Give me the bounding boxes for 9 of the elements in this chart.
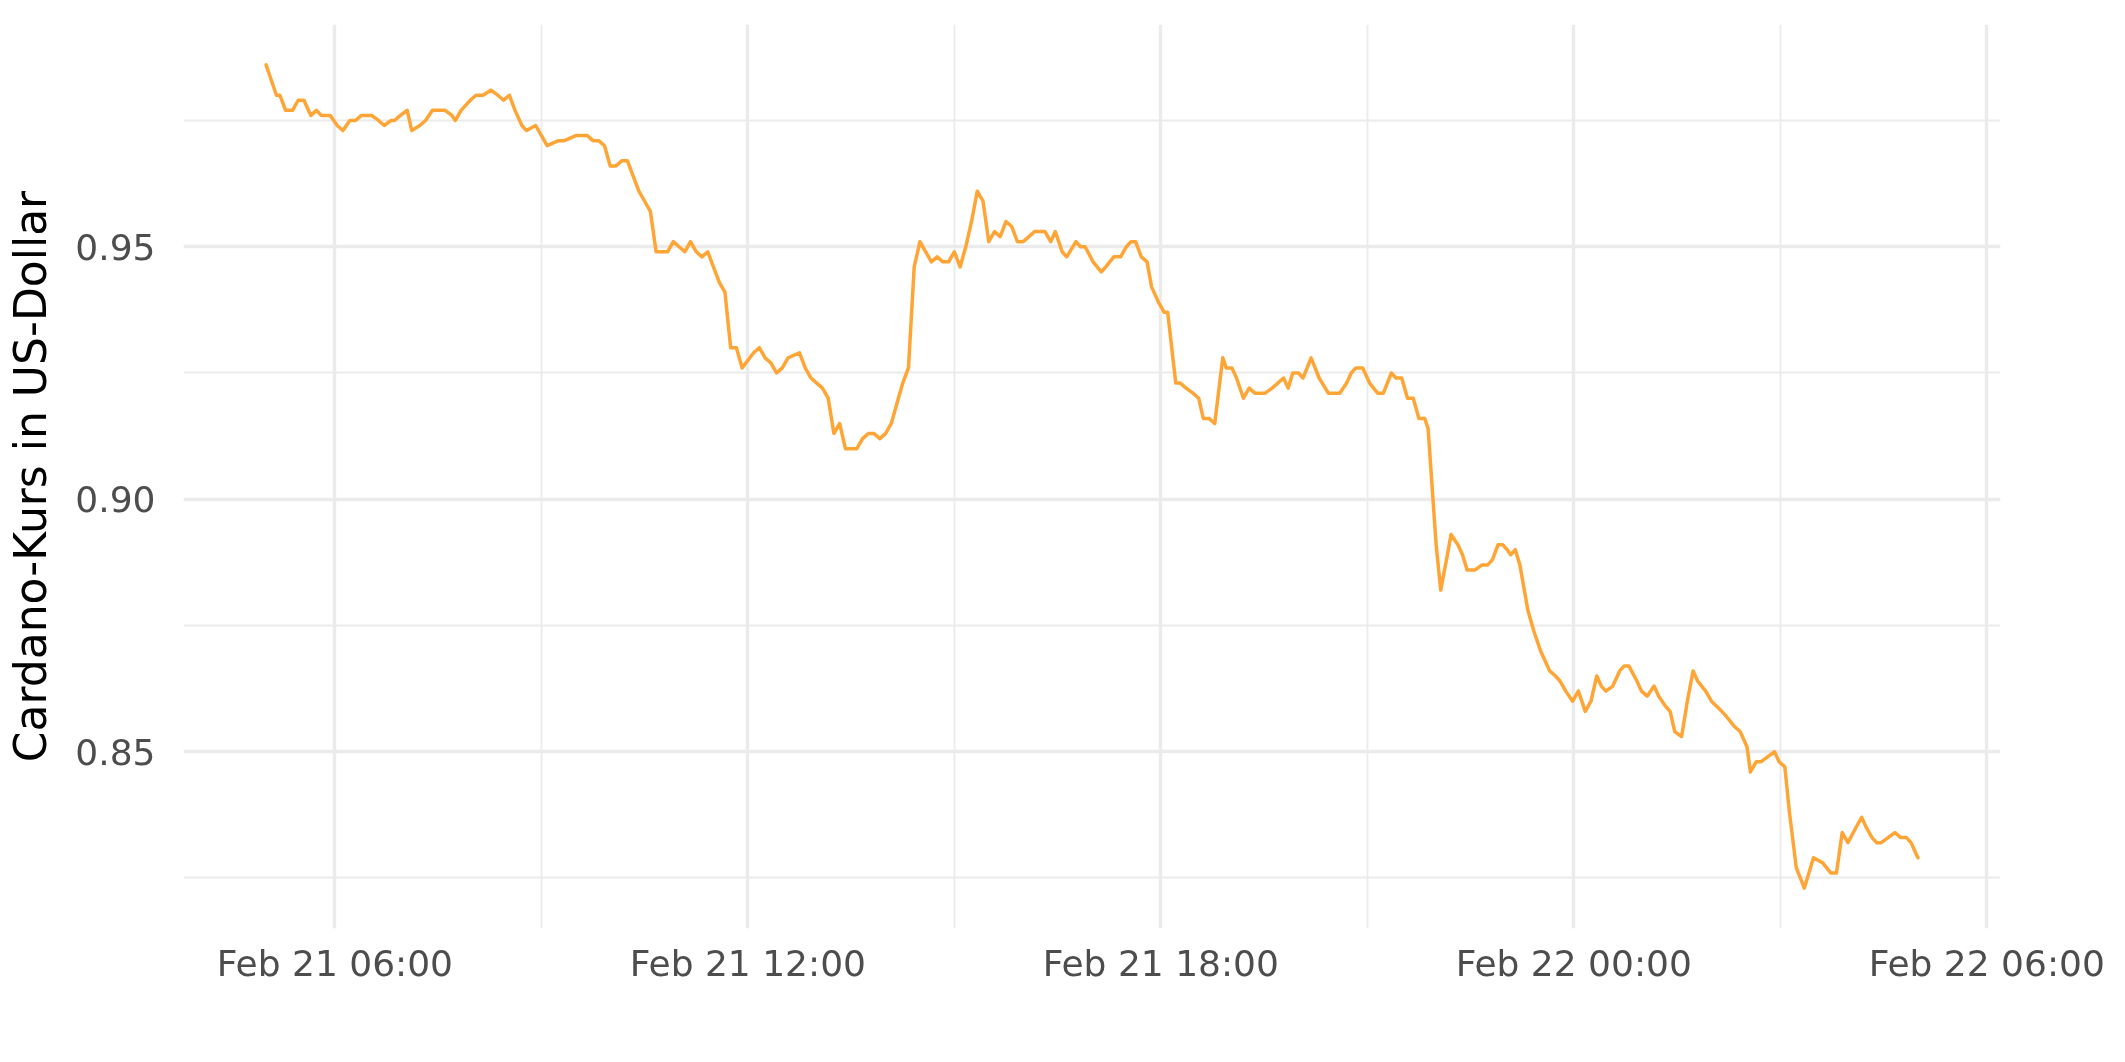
y-tick-label: 0.85 <box>75 731 156 773</box>
y-tick-label: 0.95 <box>75 226 156 268</box>
x-tick-label: Feb 21 12:00 <box>629 942 866 984</box>
y-axis-title: Cardano-Kurs in US-Dollar <box>5 189 57 763</box>
x-tick-label: Feb 22 06:00 <box>1868 942 2105 984</box>
x-tick-label: Feb 22 00:00 <box>1455 942 1692 984</box>
x-tick-label: Feb 21 18:00 <box>1042 942 1279 984</box>
y-tick-label: 0.90 <box>75 479 156 521</box>
x-tick-label: Feb 21 06:00 <box>216 942 454 984</box>
